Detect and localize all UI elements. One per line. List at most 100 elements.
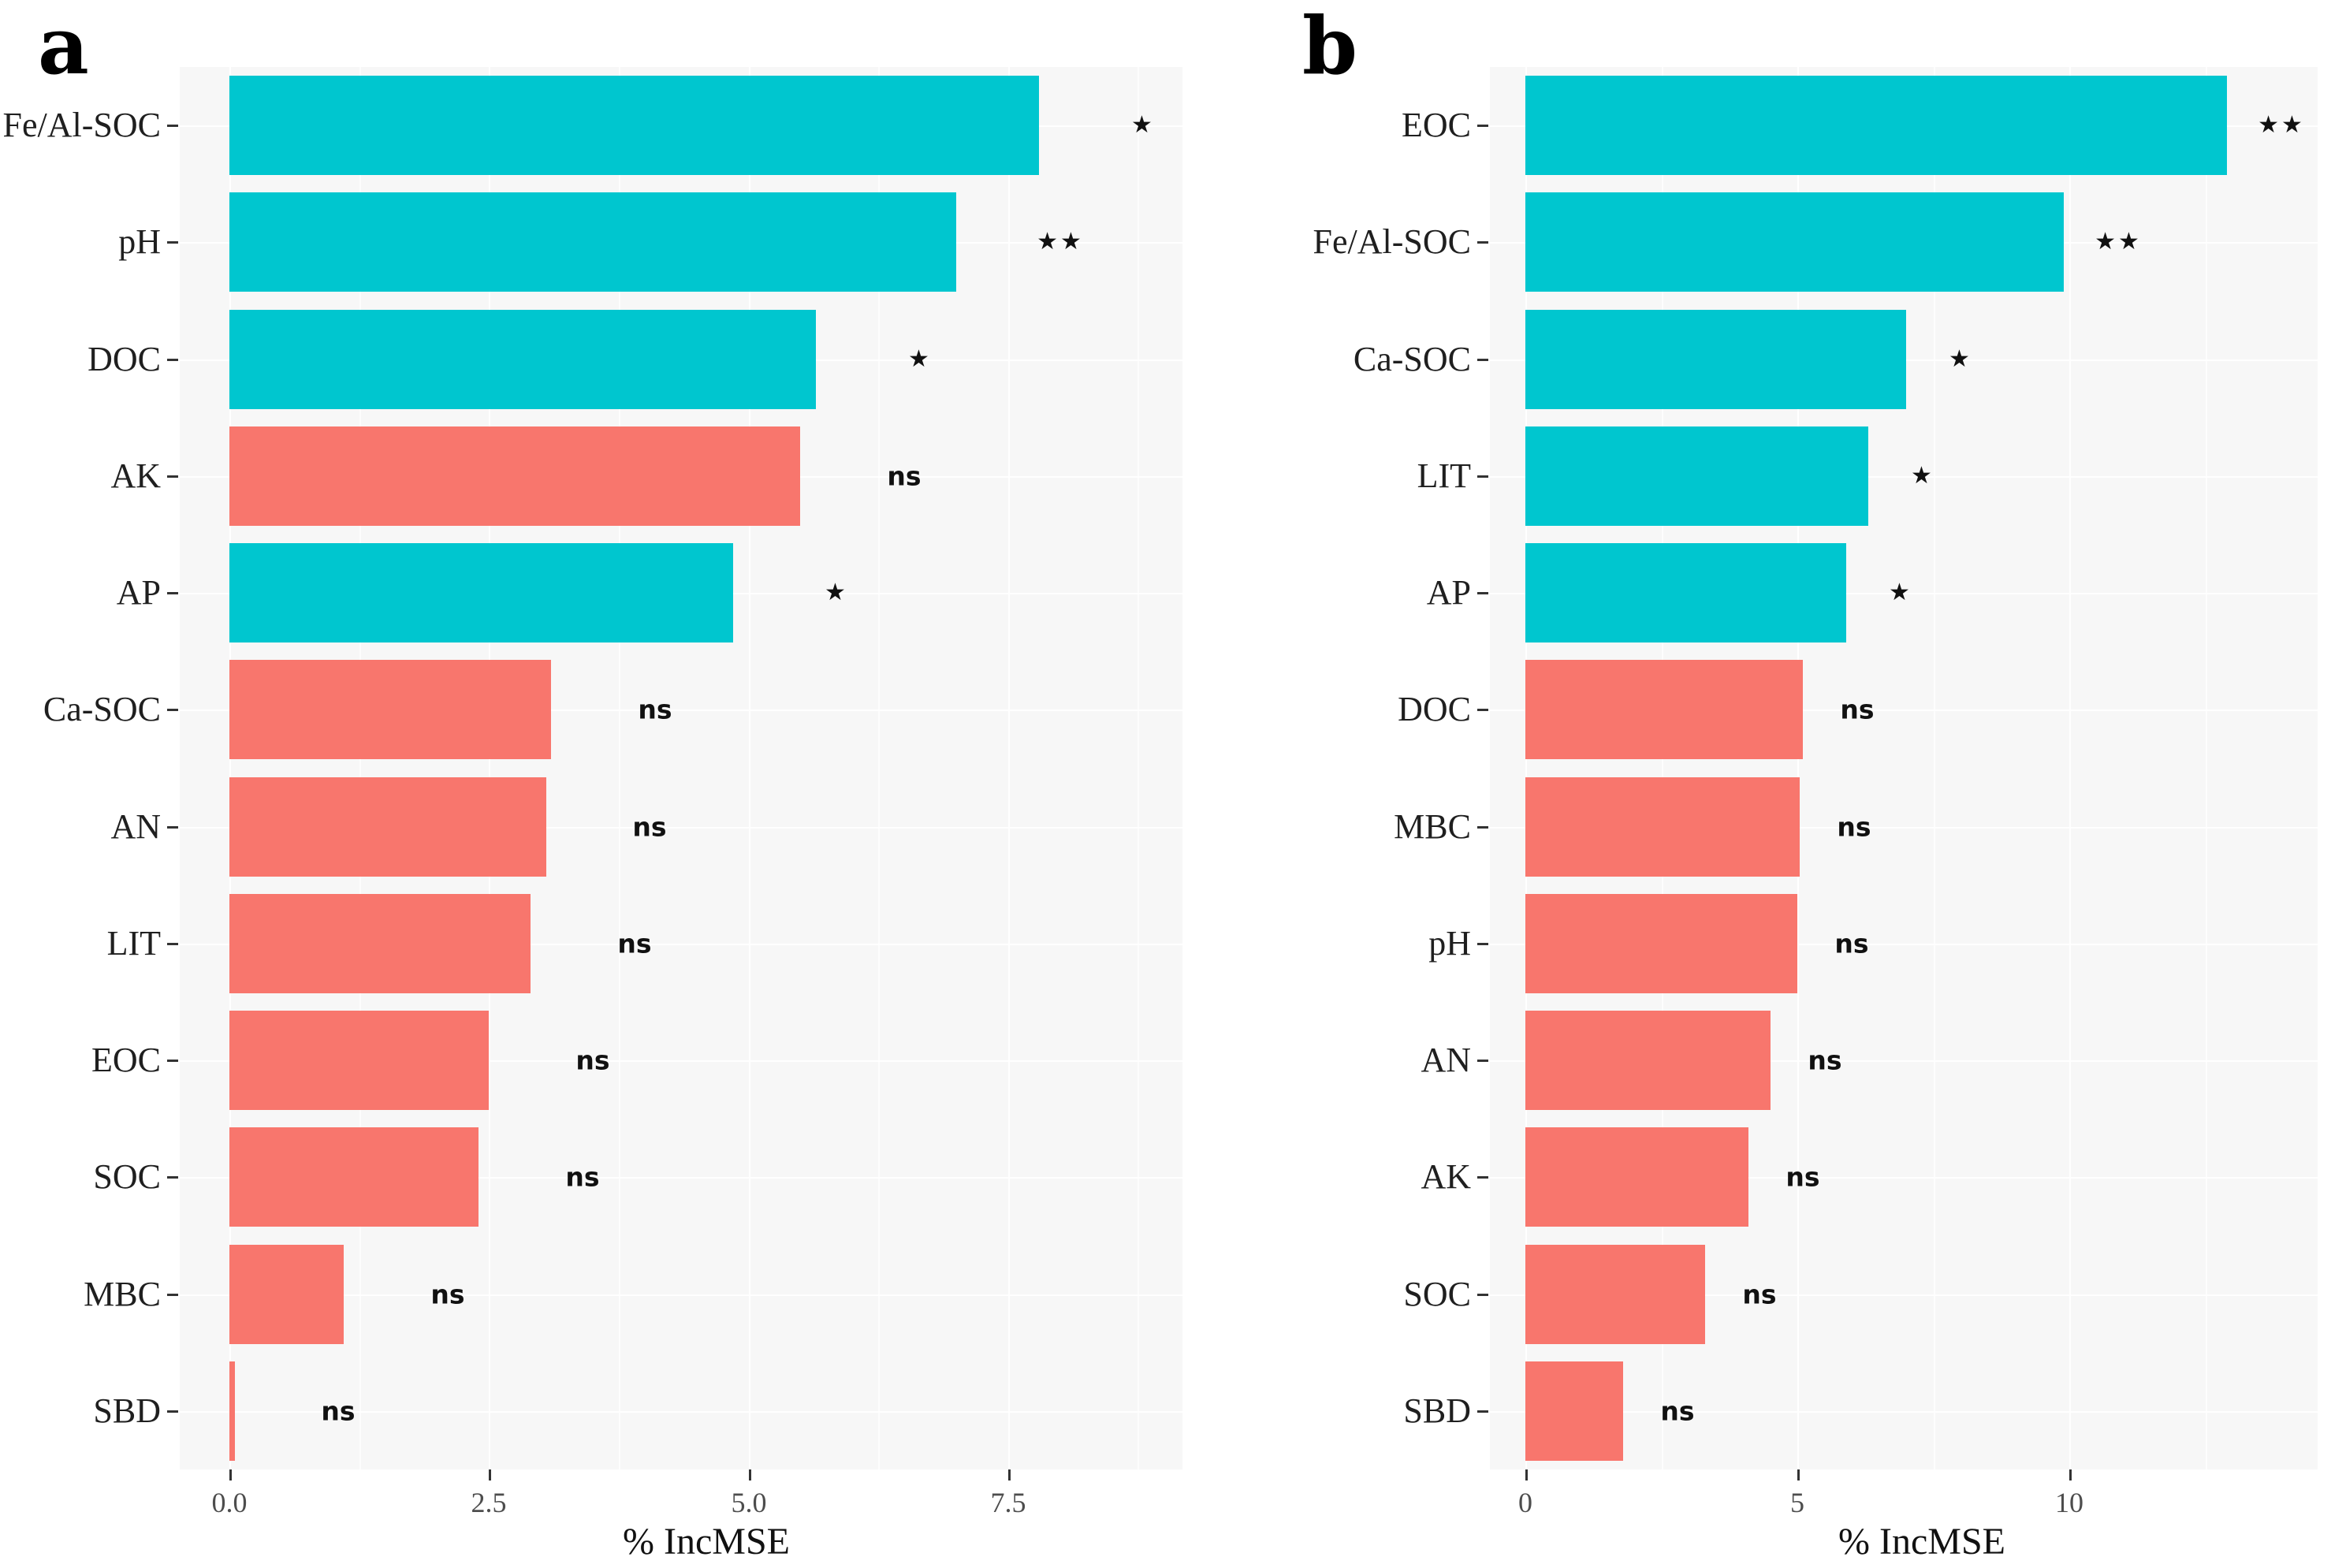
category-label: LIT bbox=[1417, 456, 1471, 495]
category-label: pH bbox=[1428, 924, 1471, 963]
category-axis-tick bbox=[167, 1060, 178, 1062]
category-axis-tick bbox=[167, 241, 178, 244]
bar bbox=[1525, 310, 1906, 409]
plot-background bbox=[1490, 67, 2318, 1469]
gridline-major-horizontal bbox=[180, 944, 1182, 945]
x-axis-tick-label: 0 bbox=[1518, 1487, 1532, 1518]
significance-label: ns bbox=[632, 811, 667, 843]
significance-label: ns bbox=[430, 1279, 465, 1310]
bar bbox=[229, 310, 816, 409]
category-label: EOC bbox=[1402, 106, 1471, 144]
category-axis-tick bbox=[1477, 709, 1488, 711]
gridline-major-vertical bbox=[2069, 67, 2071, 1469]
bar bbox=[1525, 1127, 1748, 1227]
category-label: pH bbox=[118, 222, 161, 261]
gridline-major-horizontal bbox=[180, 710, 1182, 711]
significance-label: ★★ bbox=[1037, 228, 1084, 255]
category-label: DOC bbox=[1398, 690, 1471, 728]
significance-label: ns bbox=[617, 928, 652, 959]
gridline-major-vertical bbox=[1008, 67, 1010, 1469]
category-label: EOC bbox=[91, 1041, 161, 1079]
category-axis-tick bbox=[167, 943, 178, 945]
category-axis-tick bbox=[1477, 826, 1488, 829]
bar bbox=[229, 426, 800, 526]
bar bbox=[1525, 1011, 1771, 1110]
bar bbox=[229, 894, 531, 993]
category-axis-tick bbox=[167, 709, 178, 711]
gridline-major-horizontal bbox=[1490, 593, 2318, 594]
significance-label: ns bbox=[638, 694, 672, 725]
category-label: SBD bbox=[93, 1391, 161, 1430]
bar bbox=[229, 1127, 478, 1227]
x-axis-tick-label: 0.0 bbox=[211, 1487, 248, 1518]
significance-label: ★ bbox=[1911, 462, 1934, 490]
category-axis-tick bbox=[167, 592, 178, 594]
x-axis-tick-label: 10 bbox=[2055, 1487, 2083, 1518]
significance-label: ns bbox=[1840, 694, 1875, 725]
category-label: SOC bbox=[93, 1157, 161, 1196]
bar bbox=[229, 192, 956, 292]
bar bbox=[229, 76, 1039, 175]
bar bbox=[1525, 426, 1868, 526]
significance-label: ns bbox=[887, 460, 922, 492]
significance-label: ns bbox=[1742, 1279, 1777, 1310]
significance-label: ns bbox=[1834, 928, 1869, 959]
bar bbox=[1525, 543, 1846, 642]
panel-letter-a: a bbox=[38, 0, 89, 92]
category-label: SOC bbox=[1403, 1275, 1471, 1313]
bar bbox=[229, 777, 546, 877]
gridline-minor-vertical bbox=[1138, 67, 1139, 1469]
significance-label: ★ bbox=[825, 579, 848, 606]
x-axis-title-b: % IncMSE bbox=[1838, 1521, 2005, 1562]
category-label: AP bbox=[1426, 573, 1471, 612]
x-axis-tick bbox=[1008, 1469, 1011, 1480]
gridline-major-horizontal bbox=[1490, 1294, 2318, 1296]
x-axis-tick-label: 2.5 bbox=[471, 1487, 507, 1518]
bar bbox=[229, 1361, 235, 1461]
gridline-major-horizontal bbox=[180, 1411, 1182, 1413]
gridline-major-horizontal bbox=[1490, 476, 2318, 478]
category-axis-tick bbox=[1477, 359, 1488, 361]
gridline-major-vertical bbox=[229, 67, 231, 1469]
bar bbox=[1525, 660, 1803, 759]
significance-label: ★★ bbox=[2258, 111, 2305, 139]
category-axis-tick bbox=[167, 475, 178, 478]
gridline-major-horizontal bbox=[1490, 944, 2318, 945]
x-axis-tick-label: 5 bbox=[1790, 1487, 1804, 1518]
x-axis-tick-label: 5.0 bbox=[731, 1487, 767, 1518]
significance-label: ★ bbox=[1131, 111, 1155, 139]
category-label: MBC bbox=[1394, 807, 1471, 846]
x-axis-tick bbox=[1525, 1469, 1528, 1480]
category-axis-tick bbox=[1477, 475, 1488, 478]
x-axis-tick bbox=[2069, 1469, 2072, 1480]
plot-background bbox=[180, 67, 1182, 1469]
x-axis-tick bbox=[749, 1469, 751, 1480]
category-axis-tick bbox=[167, 359, 178, 361]
category-axis-tick bbox=[1477, 1060, 1488, 1062]
category-label: Fe/Al-SOC bbox=[2, 106, 161, 144]
category-label: LIT bbox=[106, 924, 161, 963]
gridline-minor-vertical bbox=[2206, 67, 2207, 1469]
gridline-major-horizontal bbox=[1490, 1060, 2318, 1062]
significance-label: ns bbox=[321, 1395, 356, 1427]
significance-label: ★ bbox=[908, 345, 932, 373]
significance-label: ns bbox=[1837, 811, 1871, 843]
bar bbox=[1525, 1361, 1623, 1461]
bar bbox=[229, 1245, 344, 1344]
gridline-minor-vertical bbox=[619, 67, 620, 1469]
significance-label: ns bbox=[575, 1045, 610, 1076]
significance-label: ns bbox=[1660, 1395, 1695, 1427]
category-label: AK bbox=[1421, 1157, 1471, 1196]
category-axis-tick bbox=[167, 1410, 178, 1413]
bar bbox=[1525, 1245, 1705, 1344]
gridline-major-horizontal bbox=[1490, 1177, 2318, 1179]
gridline-major-vertical bbox=[749, 67, 750, 1469]
panel-letter-b: b bbox=[1302, 0, 1357, 92]
category-axis-tick bbox=[1477, 943, 1488, 945]
gridline-major-horizontal bbox=[1490, 710, 2318, 711]
bar bbox=[229, 543, 733, 642]
bar bbox=[229, 1011, 489, 1110]
category-axis-tick bbox=[167, 826, 178, 829]
bar bbox=[1525, 76, 2227, 175]
